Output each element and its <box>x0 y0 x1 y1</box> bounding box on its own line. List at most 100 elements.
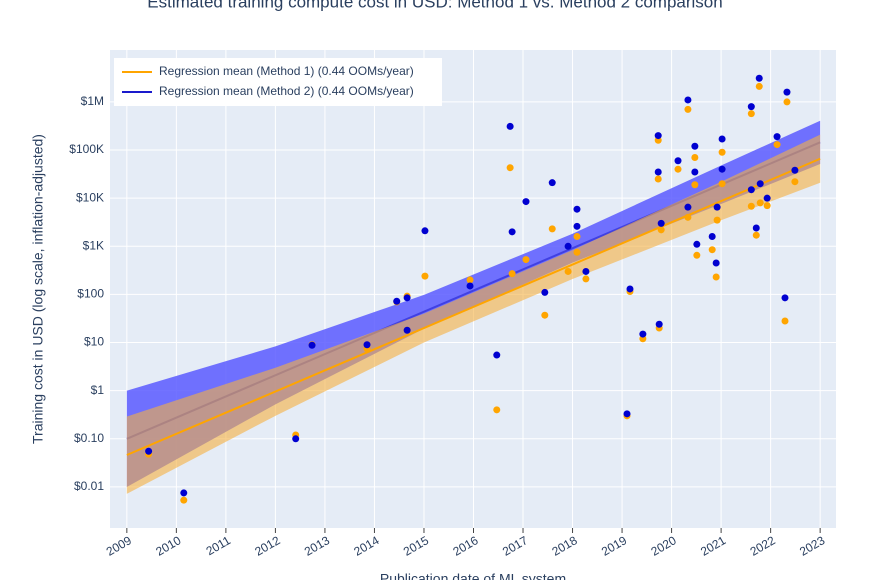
data-point <box>363 341 371 349</box>
data-point <box>781 294 789 302</box>
data-point <box>708 232 716 240</box>
data-point <box>508 270 516 278</box>
data-point <box>541 311 549 319</box>
x-tick-label: 2011 <box>204 533 234 558</box>
data-point <box>691 181 699 189</box>
x-tick-label: 2010 <box>153 533 183 559</box>
data-point <box>708 246 716 254</box>
data-point <box>466 276 474 284</box>
data-point <box>781 317 789 325</box>
data-point <box>756 199 764 207</box>
x-tick-label: 2017 <box>500 533 530 559</box>
x-tick-label: 2012 <box>252 533 282 559</box>
data-point <box>756 180 764 188</box>
legend-box <box>114 58 442 106</box>
data-point <box>684 105 692 113</box>
data-point <box>773 133 781 141</box>
data-point <box>791 166 799 174</box>
data-point <box>747 110 755 118</box>
data-point <box>403 326 411 334</box>
data-point <box>626 285 634 293</box>
x-tick-label: 2021 <box>698 533 728 559</box>
legend: Regression mean (Method 1) (0.44 OOMs/ye… <box>114 58 442 106</box>
data-point <box>421 227 429 235</box>
data-point <box>548 225 556 233</box>
data-point <box>718 148 726 156</box>
data-point <box>713 203 721 211</box>
y-tick-label: $10 <box>84 335 104 349</box>
data-point <box>623 410 631 418</box>
data-point <box>693 240 701 248</box>
data-point <box>573 248 581 256</box>
data-point <box>541 288 549 296</box>
y-axis-label: Training cost in USD (log scale, inflati… <box>30 134 46 444</box>
data-point <box>522 198 530 206</box>
data-point <box>747 103 755 111</box>
data-point <box>713 216 721 224</box>
data-point <box>674 165 682 173</box>
y-tick-label: $0.10 <box>74 431 104 445</box>
x-tick-label: 2013 <box>302 533 332 559</box>
data-point <box>582 275 590 283</box>
data-point <box>691 142 699 150</box>
x-tick-label: 2022 <box>748 533 778 559</box>
data-point <box>564 267 572 275</box>
chart-title: Estimated training compute cost in USD: … <box>147 0 722 11</box>
x-tick-label: 2019 <box>599 533 629 559</box>
data-point <box>421 272 429 280</box>
data-point <box>693 251 701 259</box>
y-tick-label: $1 <box>91 383 105 397</box>
y-tick-label: $1M <box>81 94 104 108</box>
data-point <box>657 219 665 227</box>
data-point <box>548 179 556 187</box>
x-tick-label: 2018 <box>550 533 580 559</box>
data-point <box>755 74 763 82</box>
data-point <box>684 213 692 221</box>
data-point <box>180 496 188 504</box>
x-tick-label: 2016 <box>450 533 480 559</box>
data-point <box>752 231 760 239</box>
data-point <box>791 178 799 186</box>
data-point <box>308 341 316 349</box>
x-axis-label: Publication date of ML system <box>380 571 566 580</box>
data-point <box>712 259 720 267</box>
data-point <box>393 297 401 305</box>
data-point <box>508 228 516 236</box>
x-tick-label: 2015 <box>401 533 431 559</box>
data-point <box>573 205 581 213</box>
data-point <box>655 320 663 328</box>
data-point <box>691 168 699 176</box>
data-point <box>752 224 760 232</box>
data-point <box>466 282 474 290</box>
data-point <box>506 164 514 172</box>
data-point <box>747 202 755 210</box>
data-point <box>639 330 647 338</box>
data-point <box>718 180 726 188</box>
data-point <box>718 135 726 143</box>
data-point <box>657 226 665 234</box>
data-point <box>763 194 771 202</box>
data-point <box>654 132 662 140</box>
y-tick-label: $100K <box>69 142 104 156</box>
x-tick-label: 2023 <box>797 533 827 559</box>
data-point <box>564 242 572 250</box>
data-point <box>292 435 300 443</box>
data-point <box>493 351 501 359</box>
y-tick-label: $0.01 <box>74 479 104 493</box>
x-tick-label: 2020 <box>649 533 679 559</box>
data-point <box>145 447 153 455</box>
legend-label: Regression mean (Method 1) (0.44 OOMs/ye… <box>159 64 414 78</box>
data-point <box>654 168 662 176</box>
data-point <box>783 98 791 106</box>
data-point <box>403 294 411 302</box>
confidence-band <box>126 134 821 494</box>
legend-label: Regression mean (Method 2) (0.44 OOMs/ye… <box>159 84 414 98</box>
data-point <box>783 88 791 96</box>
data-point <box>522 256 530 264</box>
x-tick-label: 2009 <box>104 533 134 559</box>
regression-line <box>126 157 821 456</box>
data-point <box>654 175 662 183</box>
data-point <box>712 273 720 281</box>
